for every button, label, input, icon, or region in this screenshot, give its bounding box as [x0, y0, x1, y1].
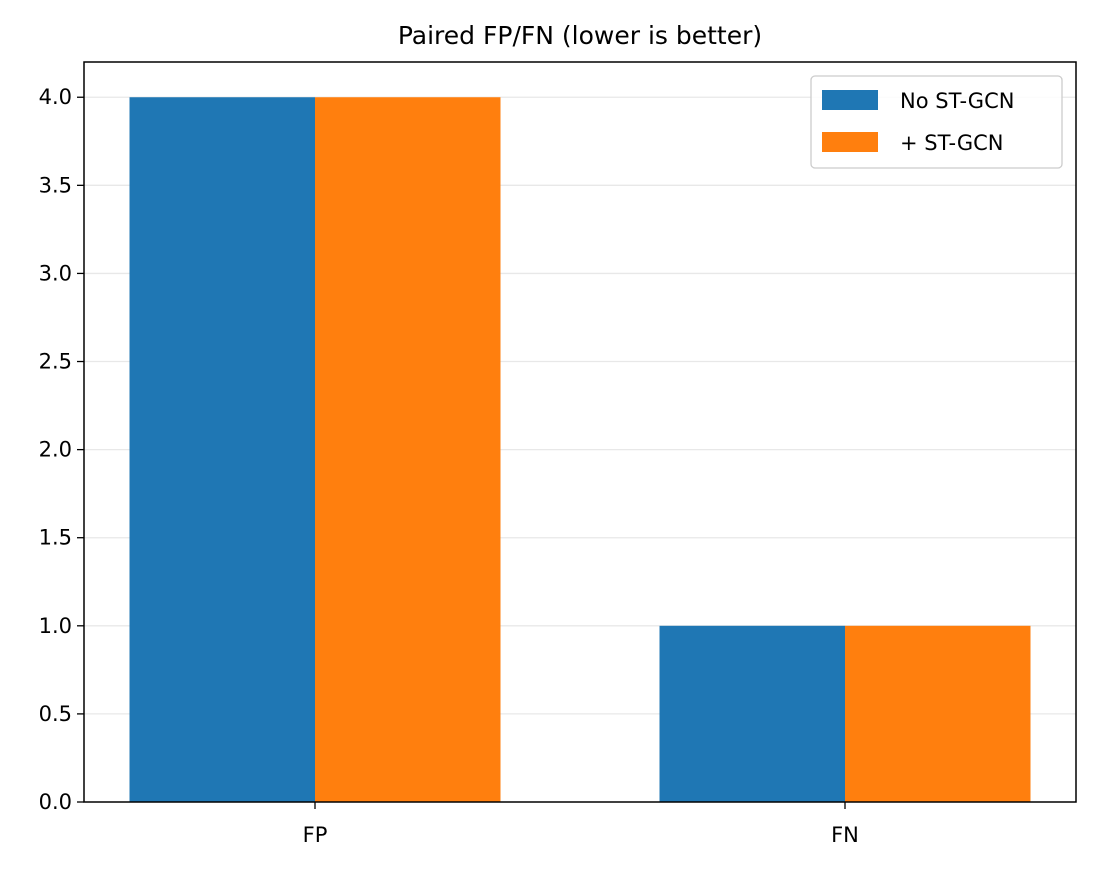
- plot-frame: [83, 61, 1077, 803]
- x-tick-label: FP: [303, 823, 328, 847]
- y-axis: 0.0 0.5 1.0 1.5 2.0 2.5 3.0 3.5 4.0: [39, 85, 84, 814]
- y-tick-label: 2.0: [39, 438, 72, 462]
- y-tick-label: 2.5: [39, 350, 72, 374]
- bar: [845, 625, 1031, 802]
- bar: [315, 97, 501, 802]
- legend-label: + ST-GCN: [900, 131, 1004, 155]
- y-tick-label: 3.0: [39, 261, 72, 285]
- y-tick-label: 0.0: [39, 790, 72, 814]
- y-tick-label: 0.5: [39, 702, 72, 726]
- y-tick-label: 1.0: [39, 614, 72, 638]
- x-tick-label: FN: [831, 823, 859, 847]
- y-tick-label: 1.5: [39, 526, 72, 550]
- legend-label: No ST-GCN: [900, 89, 1014, 113]
- legend: No ST-GCN + ST-GCN: [810, 75, 1063, 169]
- bar: [129, 97, 315, 802]
- legend-swatch: [822, 90, 878, 110]
- chart-title: Paired FP/FN (lower is better): [398, 21, 762, 50]
- x-axis: FP FN: [303, 802, 859, 847]
- y-tick-label: 3.5: [39, 173, 72, 197]
- legend-swatch: [822, 132, 878, 152]
- bars: [129, 97, 1031, 802]
- bar: [659, 625, 845, 802]
- y-tick-label: 4.0: [39, 85, 72, 109]
